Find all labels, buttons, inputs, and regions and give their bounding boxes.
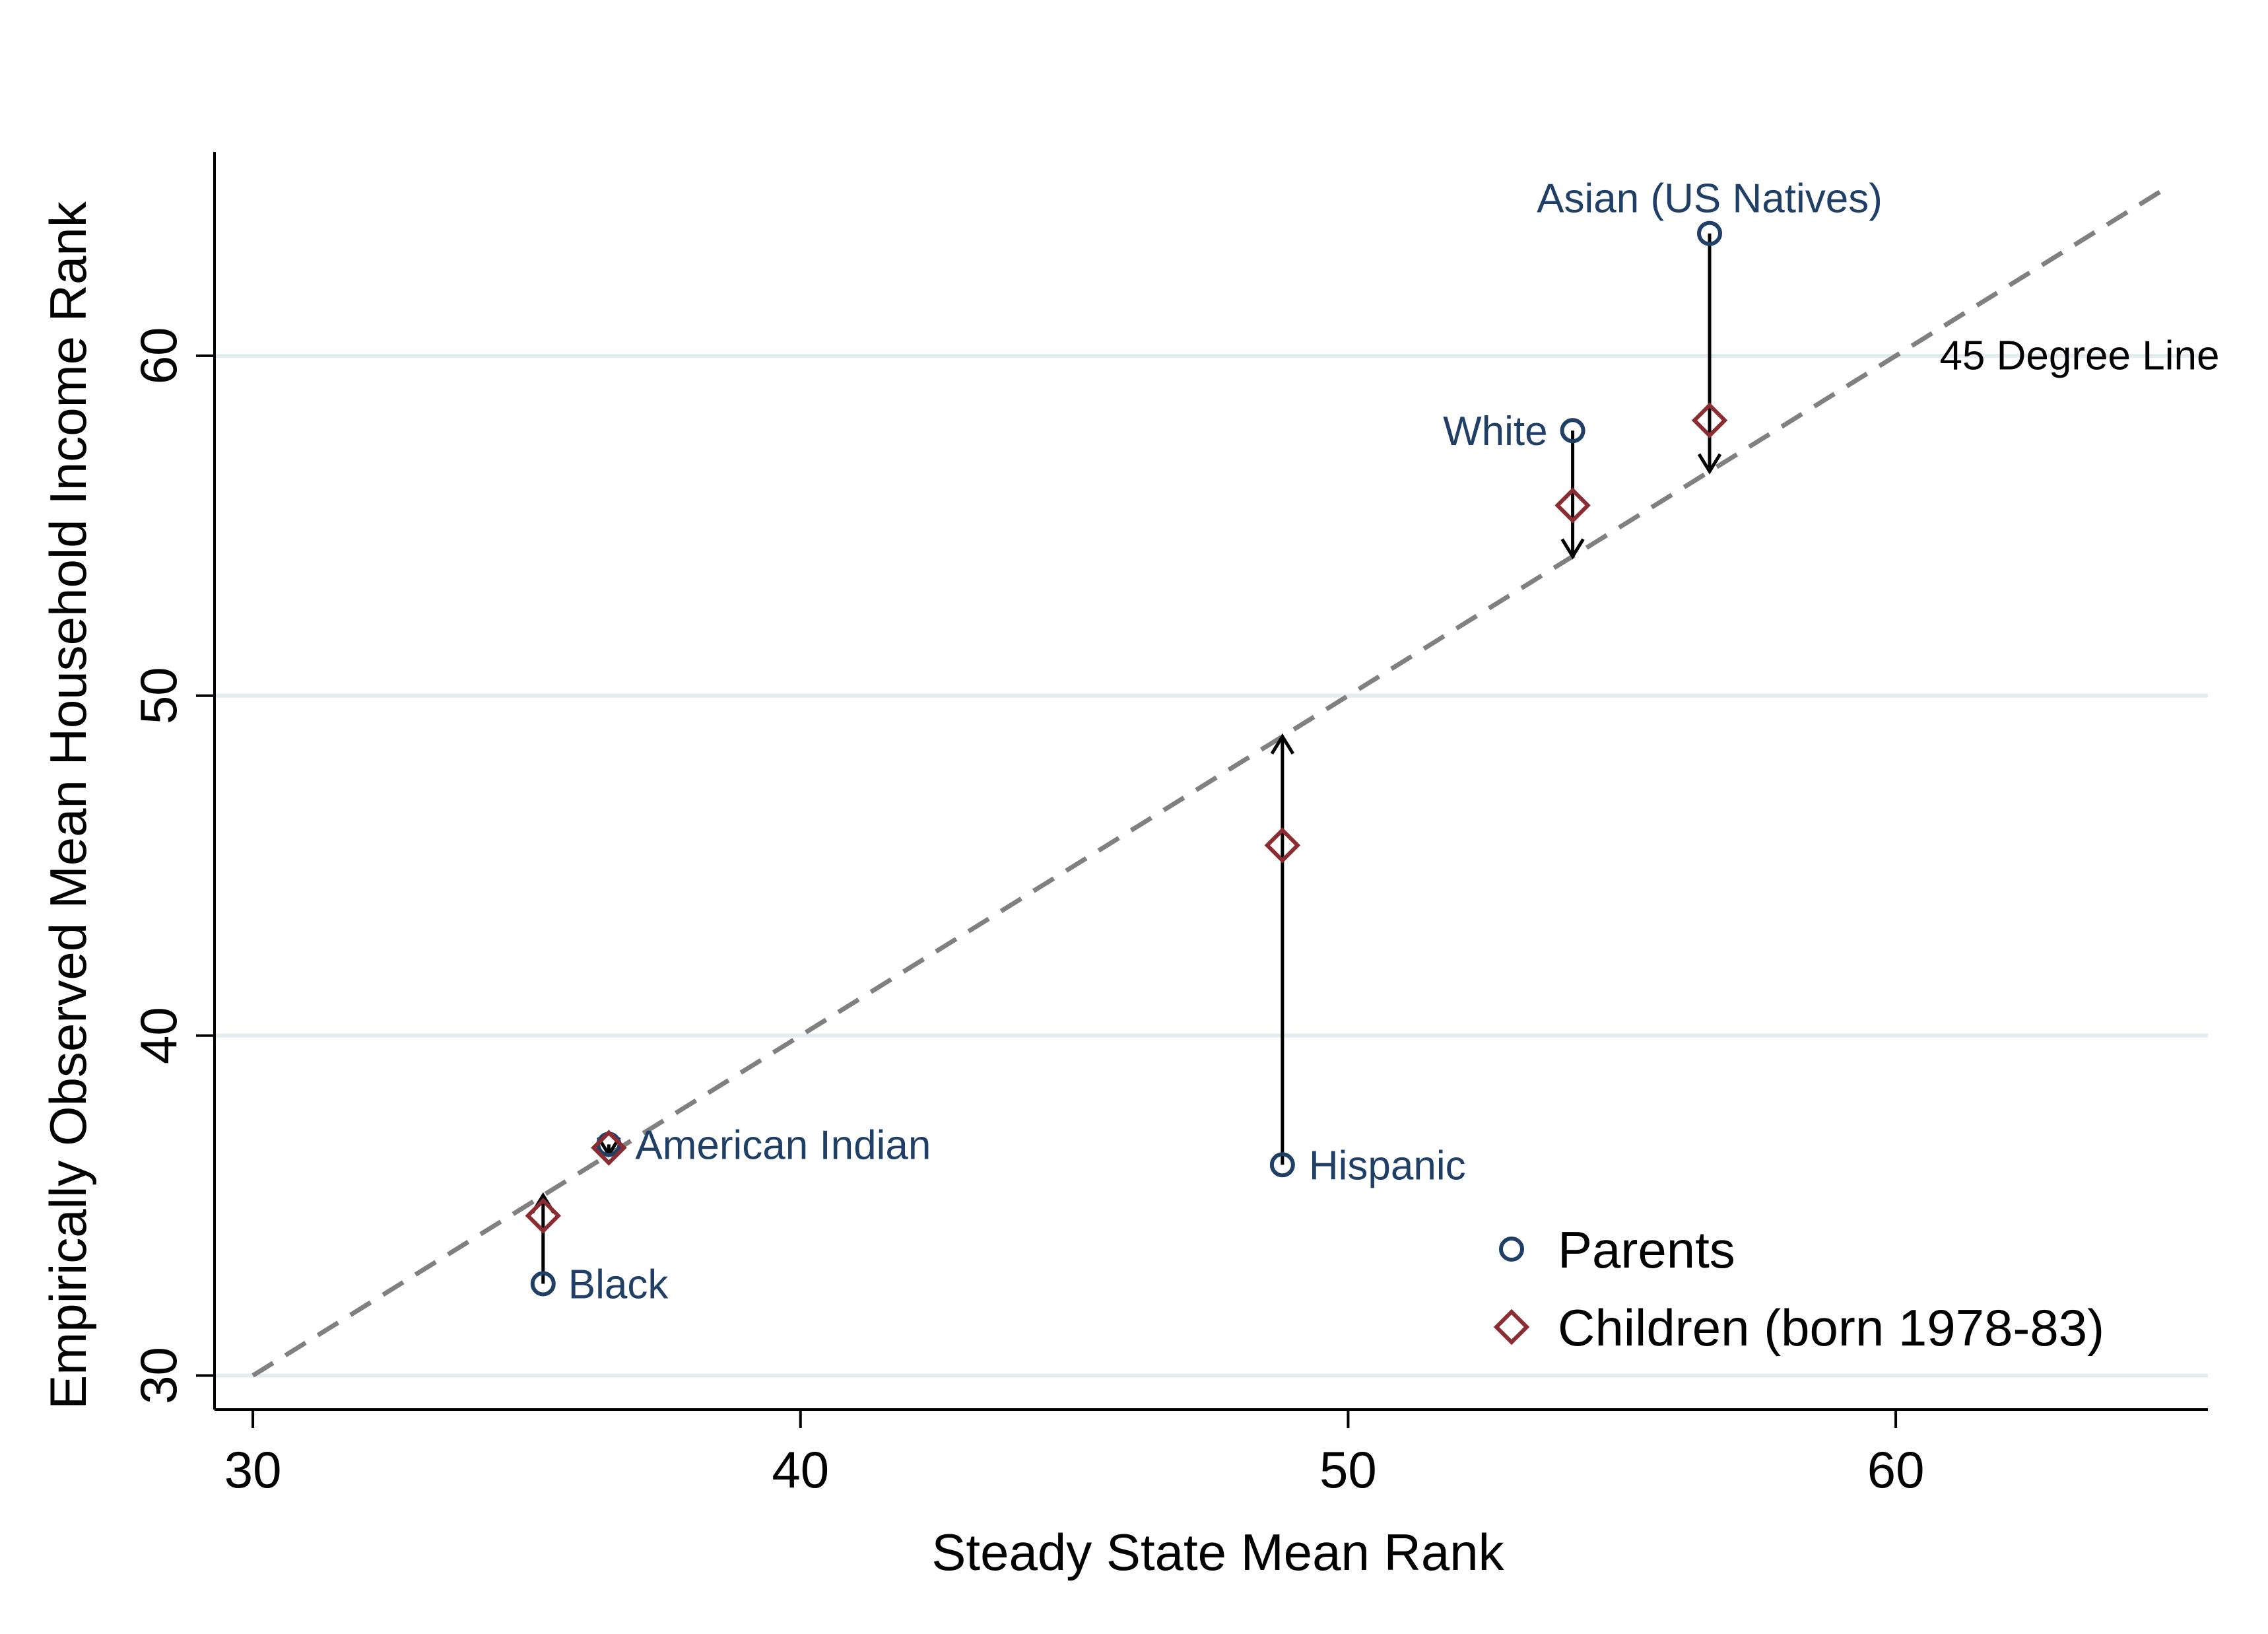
arrow-head-0 bbox=[1697, 453, 1722, 475]
y-tick-label-60: 60 bbox=[129, 327, 187, 385]
y-tick-label-30: 30 bbox=[129, 1347, 187, 1404]
group-label-0: Asian (US Natives) bbox=[1537, 176, 1883, 222]
children-marker-1 bbox=[1554, 487, 1591, 524]
labels-group: Asian (US Natives) White Hispanic American … bbox=[568, 176, 1883, 1308]
legend-parents-marker bbox=[1499, 1237, 1524, 1262]
reference-line-label: 45 Degree Line bbox=[1939, 333, 2219, 379]
legend: Parents Children (born 1978-83) bbox=[1493, 1221, 2104, 1357]
grid-lines bbox=[215, 353, 2208, 1378]
legend-children-marker bbox=[1493, 1309, 1530, 1345]
arrow-head-1 bbox=[1560, 538, 1585, 560]
children-marker-0 bbox=[1691, 402, 1728, 438]
children-marker-2 bbox=[1264, 827, 1301, 864]
group-label-1: White bbox=[1443, 409, 1547, 454]
y-axis-title: Empirically Observed Mean Household Inco… bbox=[39, 201, 97, 1409]
parents-marker-2 bbox=[1269, 1152, 1295, 1178]
markers-group bbox=[525, 221, 1728, 1297]
group-label-2: Hispanic bbox=[1309, 1143, 1466, 1188]
axes: 30 40 50 60 30 40 50 60 bbox=[129, 152, 2208, 1499]
x-tick-label-60: 60 bbox=[1867, 1441, 1925, 1499]
group-label-4: Black bbox=[568, 1262, 669, 1308]
children-marker-3 bbox=[591, 1130, 627, 1166]
group-label-3: American Indian bbox=[635, 1122, 931, 1168]
reference-line bbox=[251, 184, 2171, 1378]
y-tick-label-40: 40 bbox=[129, 1007, 187, 1064]
parents-marker-1 bbox=[1560, 418, 1585, 444]
x-axis-title: Steady State Mean Rank bbox=[931, 1523, 1504, 1581]
y-tick-label-50: 50 bbox=[129, 667, 187, 724]
x-tick-label-40: 40 bbox=[772, 1441, 829, 1499]
children-marker-4 bbox=[525, 1198, 562, 1234]
x-tick-label-50: 50 bbox=[1319, 1441, 1377, 1499]
parents-marker-0 bbox=[1697, 221, 1722, 246]
arrows-group bbox=[531, 233, 1722, 1284]
parents-marker-4 bbox=[530, 1271, 556, 1297]
legend-parents-label: Parents bbox=[1558, 1221, 1735, 1279]
legend-children-label: Children (born 1978-83) bbox=[1558, 1299, 2104, 1357]
x-tick-label-30: 30 bbox=[224, 1441, 282, 1499]
reference-line-group: 45 Degree Line bbox=[251, 184, 2219, 1378]
arrow-head-2 bbox=[1270, 733, 1294, 755]
